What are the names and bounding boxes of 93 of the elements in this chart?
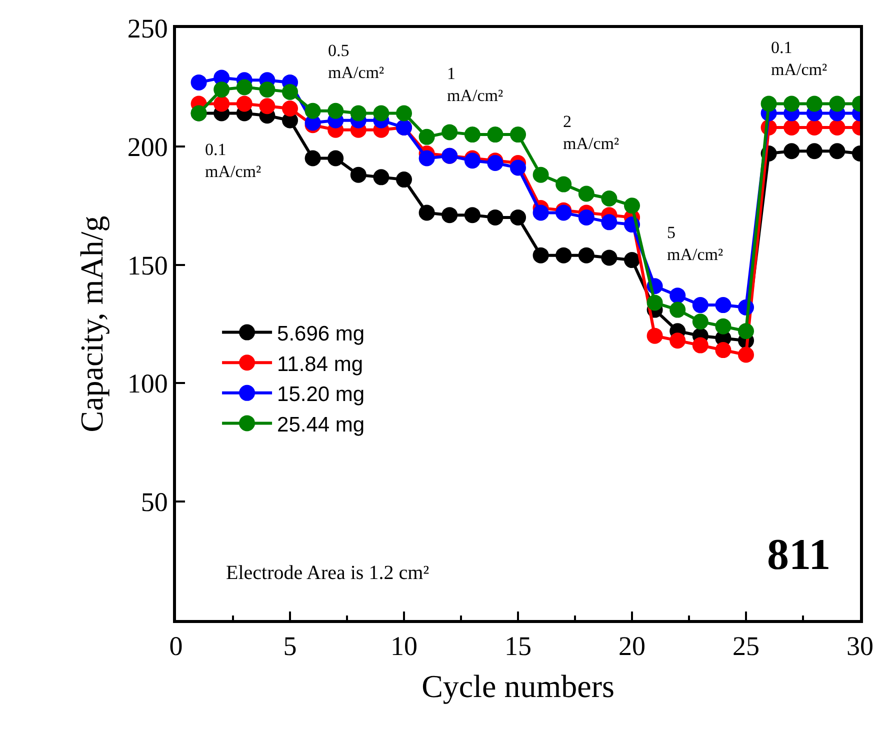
- point: [646, 294, 663, 311]
- point: [646, 328, 663, 344]
- point: [487, 126, 504, 143]
- y-tick-label: 150: [127, 250, 168, 280]
- point: [418, 204, 435, 221]
- point: [304, 150, 321, 166]
- y-axis-title: Capacity, mAh/g: [74, 216, 110, 432]
- x-tick-label: 30: [846, 631, 874, 662]
- point: [259, 82, 276, 98]
- point: [510, 126, 526, 143]
- point: [715, 318, 732, 334]
- point: [373, 105, 390, 122]
- point: [624, 252, 640, 268]
- x-tick-label: 20: [618, 631, 646, 662]
- point: [601, 190, 618, 206]
- point: [532, 204, 549, 221]
- legend-label: 15.20 mg: [277, 383, 365, 406]
- point: [350, 105, 366, 122]
- point: [282, 100, 298, 117]
- point: [829, 143, 846, 160]
- point: [738, 323, 754, 340]
- point: [578, 209, 594, 226]
- annotation: 0.1 mA/cm²: [771, 38, 828, 80]
- point: [373, 169, 390, 186]
- point: [784, 143, 800, 160]
- point: [670, 302, 686, 318]
- x-tick-label: 10: [390, 631, 418, 662]
- annotation: 5 mA/cm²: [667, 223, 724, 264]
- x-tick-label: 25: [732, 631, 760, 662]
- annotation: 2 mA/cm²: [563, 112, 620, 154]
- point: [510, 160, 526, 176]
- point: [328, 102, 344, 119]
- point: [418, 128, 435, 145]
- point: [442, 124, 458, 140]
- y-tick-label: 100: [127, 368, 168, 399]
- x-tick-label: 5: [283, 631, 297, 662]
- point: [738, 346, 754, 363]
- point: [556, 176, 572, 192]
- point: [784, 119, 800, 136]
- point: [282, 84, 298, 100]
- annotation: 0.1 mA/cm²: [205, 140, 262, 182]
- point: [692, 297, 708, 314]
- point: [601, 250, 618, 266]
- point: [532, 247, 549, 264]
- point: [601, 214, 618, 230]
- legend-label: 11.84 mg: [277, 352, 364, 376]
- point: [214, 96, 230, 112]
- point: [760, 96, 777, 112]
- point: [624, 198, 640, 214]
- annotation: 1 mA/cm²: [447, 64, 504, 106]
- point: [510, 209, 526, 226]
- point: [236, 96, 252, 112]
- point: [829, 96, 846, 112]
- point: [784, 96, 800, 112]
- point: [214, 82, 230, 98]
- y-tick-label: 50: [140, 487, 168, 518]
- point: [692, 314, 708, 330]
- point: [328, 150, 344, 166]
- point: [692, 337, 708, 354]
- x-axis-title: Cycle numbers: [422, 668, 614, 704]
- point: [259, 98, 276, 114]
- point: [464, 126, 480, 143]
- point: [578, 186, 594, 202]
- annotation: 811: [767, 530, 831, 579]
- point: [190, 74, 207, 90]
- point: [806, 96, 822, 112]
- point: [806, 119, 822, 136]
- point: [396, 172, 412, 188]
- point: [670, 288, 686, 304]
- legend-label: 5.696 mg: [277, 322, 365, 346]
- x-tick-label: 15: [504, 631, 532, 662]
- point: [806, 143, 822, 160]
- point: [670, 332, 686, 349]
- point: [396, 105, 412, 122]
- point: [442, 207, 458, 224]
- legend-label: 25.44 mg: [277, 413, 365, 436]
- annotation: Electrode Area is 1.2 cm²: [226, 562, 430, 584]
- point: [487, 209, 504, 226]
- point: [715, 342, 732, 358]
- y-tick-label: 250: [127, 13, 168, 44]
- point: [532, 166, 549, 183]
- point: [556, 247, 572, 264]
- point: [464, 207, 480, 224]
- x-tick-label: 0: [169, 631, 183, 662]
- annotation: 0.5 mA/cm²: [328, 41, 384, 82]
- point: [829, 119, 846, 136]
- point: [578, 247, 594, 264]
- point: [418, 150, 435, 166]
- point: [236, 79, 252, 96]
- point: [304, 102, 321, 119]
- y-tick-label: 200: [127, 132, 168, 162]
- point: [715, 297, 732, 314]
- point: [350, 166, 366, 183]
